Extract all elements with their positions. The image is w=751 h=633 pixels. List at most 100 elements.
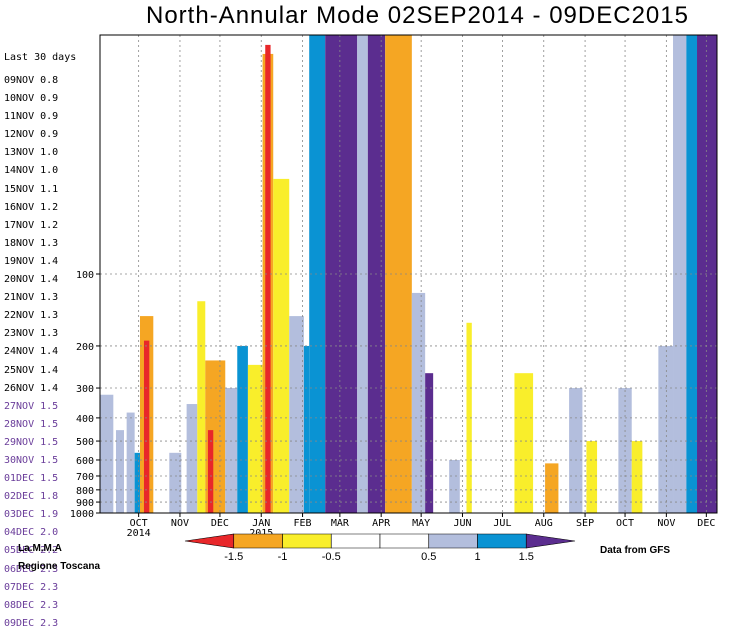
last-30-days-row: 17NOV 1.2 <box>4 219 59 231</box>
heatmap-band <box>449 459 460 513</box>
credit-lamma: La.M.M.A Regione Toscana <box>18 540 100 576</box>
last-30-days-row: 20NOV 1.4 <box>4 274 59 286</box>
heatmap-band <box>186 404 198 513</box>
x-tick-label: MAR <box>331 518 350 529</box>
last-30-days-header: Last 30 days <box>4 52 77 63</box>
x-tick-label: AUG <box>535 518 553 529</box>
y-tick-label: 200 <box>76 342 94 353</box>
heatmap-band <box>545 463 559 513</box>
heatmap-band <box>265 44 271 513</box>
heatmap-band <box>134 452 140 513</box>
heatmap-band <box>309 35 326 513</box>
last-30-days-row: 23NOV 1.3 <box>4 328 59 340</box>
credit-lamma-line1: La.M.M.A <box>18 543 62 554</box>
last-30-days-row: 19NOV 1.4 <box>4 255 59 267</box>
y-tick-label: 700 <box>76 472 94 483</box>
colorbar-label: 0.5 <box>421 551 436 563</box>
colorbar-segment <box>428 533 478 549</box>
page-title: North-Annular Mode 02SEP2014 - 09DEC2015 <box>146 2 689 29</box>
last-30-days-row: 22NOV 1.3 <box>4 310 59 322</box>
last-30-days-row: 08DEC 2.3 <box>4 599 59 611</box>
heatmap-band <box>658 345 674 513</box>
heatmap-band <box>411 292 426 513</box>
colorbar-label: -1 <box>278 551 288 563</box>
heatmap-band <box>673 35 687 513</box>
x-tick-label: DEC <box>697 518 715 529</box>
last-30-days-row: 12NOV 0.9 <box>4 129 59 141</box>
heatmap-band <box>100 394 114 513</box>
last-30-days-row: 09DEC 2.3 <box>4 617 59 629</box>
colorbar: -1.5 -1 -0.5 0.5 1 1.5 <box>184 533 576 563</box>
last-30-days-row: 30NOV 1.5 <box>4 454 59 466</box>
colorbar-label: -1.5 <box>224 551 243 563</box>
colorbar-segment <box>330 533 381 549</box>
heatmap-band <box>207 430 214 513</box>
last-30-days-row: 07DEC 2.3 <box>4 581 59 593</box>
heatmap-band <box>169 452 182 513</box>
last-30-days-row: 13NOV 1.0 <box>4 147 59 159</box>
colorbar-segment <box>282 533 332 549</box>
x-tick-label: OCT <box>616 518 634 529</box>
heatmap-band <box>385 35 412 513</box>
x-tick-label: NOV <box>657 518 675 529</box>
x-tick-label: NOV <box>171 518 189 529</box>
x-tick-sublabel: 2014 <box>127 528 151 539</box>
heatmap-band <box>126 412 135 513</box>
colorbar-segment <box>379 533 430 549</box>
y-tick-label: 300 <box>76 384 94 395</box>
last-30-days-row: 29NOV 1.5 <box>4 436 59 448</box>
heatmap-band <box>115 430 124 513</box>
last-30-days-row: 21NOV 1.3 <box>4 292 59 304</box>
last-30-days-row: 26NOV 1.4 <box>4 382 59 394</box>
x-tick-label: SEP <box>576 518 594 529</box>
last-30-days-row: 02DEC 1.8 <box>4 491 59 503</box>
colorbar-segment <box>233 533 283 549</box>
last-30-days-row: 25NOV 1.4 <box>4 364 59 376</box>
heatmap-band <box>143 340 150 513</box>
heatmap-band <box>569 388 583 513</box>
heatmap-band <box>237 345 248 513</box>
heatmap-band <box>289 316 304 513</box>
heatmap-band <box>697 35 717 513</box>
x-tick-label: OCT <box>130 518 148 529</box>
heatmap-band <box>586 441 598 513</box>
last-30-days-row: 11NOV 0.9 <box>4 111 59 123</box>
heatmap-band <box>303 345 310 513</box>
last-30-days-row: 16NOV 1.2 <box>4 201 59 213</box>
heatmap-band <box>514 373 534 513</box>
x-tick-label: JAN <box>252 518 270 529</box>
last-30-days-row: 06DEC 2.3 <box>4 563 59 575</box>
colorbar-label: -0.5 <box>322 551 341 563</box>
colorbar-segment <box>477 533 527 549</box>
last-30-days-row: 15NOV 1.1 <box>4 183 59 195</box>
y-tick-label: 800 <box>76 486 94 497</box>
last-30-days-row: 01DEC 1.5 <box>4 473 59 485</box>
last-30-days-row: 28NOV 1.5 <box>4 418 59 430</box>
credit-lamma-line2: Regione Toscana <box>18 561 101 572</box>
last-30-days-row: 10NOV 0.9 <box>4 93 59 105</box>
x-tick-label: APR <box>372 518 391 529</box>
x-tick-label: MAY <box>412 518 430 529</box>
heatmap-band <box>225 388 238 513</box>
colorbar-segment <box>525 533 576 549</box>
heatmap-band <box>466 322 472 513</box>
y-tick-label: 600 <box>76 456 94 467</box>
heatmap-band <box>247 364 263 513</box>
x-tick-label: JUN <box>453 518 471 529</box>
heatmap-band <box>631 441 643 513</box>
x-tick-label: DEC <box>211 518 229 529</box>
y-tick-label: 1000 <box>70 509 94 520</box>
last-30-days-row: 09NOV 0.8 <box>4 75 59 86</box>
heatmap-band <box>197 301 206 513</box>
y-tick-label: 500 <box>76 437 94 448</box>
last-30-days-row: 03DEC 1.9 <box>4 509 59 521</box>
last-30-days-row: 04DEC 2.0 <box>4 527 59 539</box>
x-tick-label: JUL <box>493 518 511 529</box>
colorbar-segment <box>184 533 235 549</box>
heatmap-band <box>425 373 434 513</box>
y-tick-label: 400 <box>76 414 94 425</box>
last-30-days-row: 24NOV 1.4 <box>4 346 59 358</box>
